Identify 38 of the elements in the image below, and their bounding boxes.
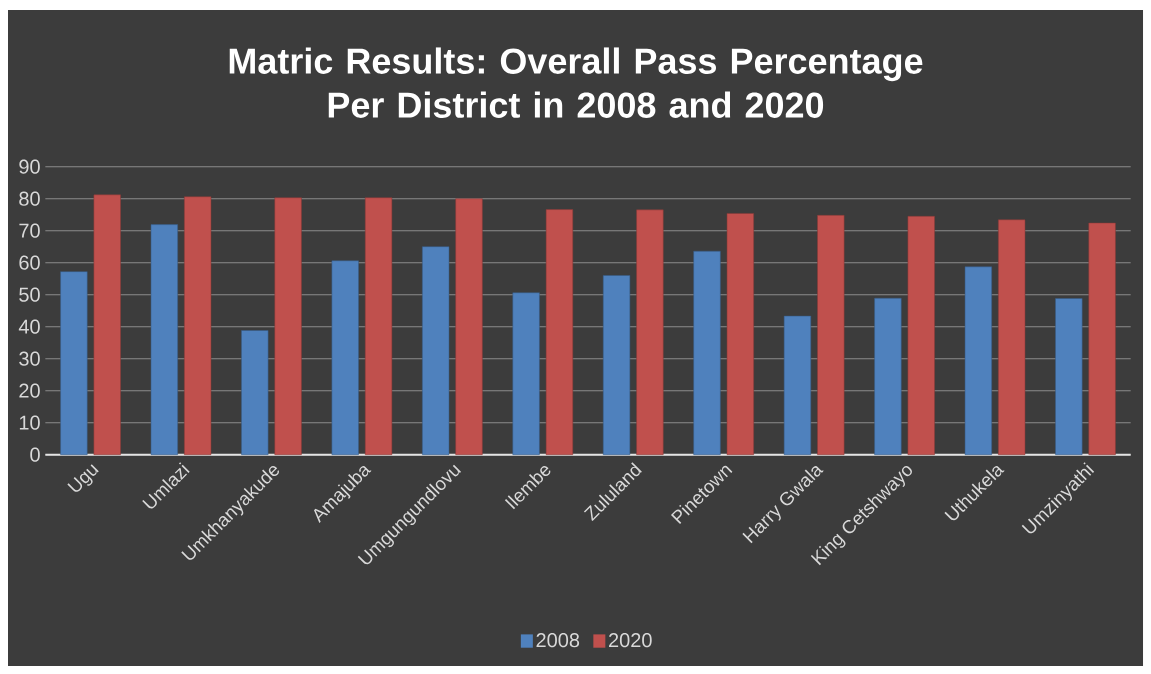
x-tick-label: Ugu — [67, 464, 99, 492]
y-tick-label: 50 — [19, 287, 40, 302]
bar — [241, 330, 269, 455]
bar — [693, 250, 721, 455]
bar — [964, 266, 992, 455]
y-tick-label: 20 — [19, 383, 40, 398]
bar — [783, 315, 812, 455]
chart-title: Matric Results: Overall Pass Percentage Per District in 2008 and 2020 — [229, 47, 923, 118]
bar — [455, 198, 483, 455]
bar — [726, 213, 754, 455]
bar — [184, 196, 212, 455]
y-tick-label: 0 — [30, 447, 40, 462]
y-tick-label: 70 — [19, 223, 40, 238]
y-tick-label: 10 — [19, 415, 40, 430]
bar — [422, 246, 450, 455]
y-tick-label: 30 — [19, 351, 40, 366]
bar — [907, 216, 935, 455]
bar — [93, 194, 121, 455]
y-tick-label: 40 — [18, 319, 40, 334]
bar — [274, 197, 302, 455]
legend-label: 2020 — [609, 633, 652, 648]
bar — [545, 209, 574, 455]
bar — [998, 219, 1026, 455]
bar — [364, 197, 393, 455]
bar — [512, 292, 540, 455]
legend-label: 2008 — [536, 633, 580, 648]
bar — [874, 297, 902, 455]
bar — [1088, 222, 1116, 455]
y-tick-label: 60 — [19, 255, 40, 270]
bar — [1055, 298, 1083, 455]
bar — [817, 215, 845, 455]
bar — [150, 224, 178, 455]
bar — [602, 275, 631, 455]
y-tick-label: 80 — [19, 191, 40, 206]
bar — [331, 260, 359, 455]
bar — [60, 271, 88, 455]
bar — [636, 209, 664, 455]
y-tick-label: 90 — [19, 159, 40, 174]
